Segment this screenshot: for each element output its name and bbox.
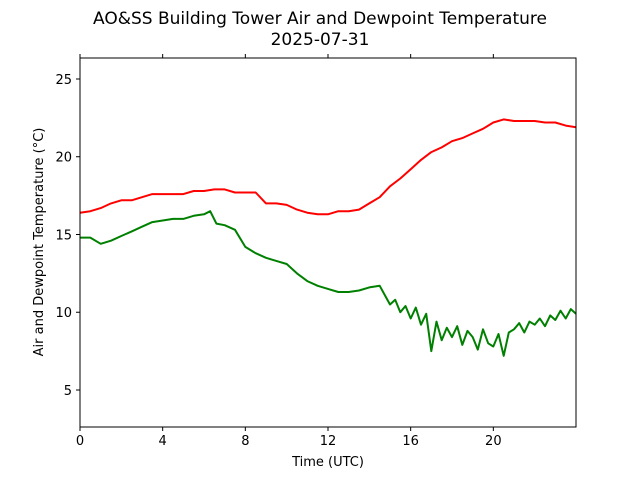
x-tick-label: 4	[159, 434, 167, 449]
y-tick-label: 5	[64, 384, 72, 399]
x-axis: 0 4 8 12 16 20	[76, 54, 502, 449]
x-tick-label: 8	[241, 434, 249, 449]
y-tick-label: 25	[55, 73, 72, 88]
x-tick-label: 20	[485, 434, 502, 449]
chart-title: AO&SS Building Tower Air and Dewpoint Te…	[93, 9, 547, 29]
y-axis-label: Air and Dewpoint Temperature (°C)	[32, 128, 47, 357]
x-tick-label: 16	[402, 434, 419, 449]
series-line-dewpoint-temperature	[80, 210, 577, 357]
x-tick-label: 12	[320, 434, 337, 449]
y-tick-label: 20	[55, 151, 72, 166]
axes-frame	[79, 57, 577, 428]
y-axis: 5 10 15 20 25	[55, 73, 80, 399]
y-tick-label: 10	[55, 306, 72, 321]
x-axis-label: Time (UTC)	[291, 455, 364, 470]
y-tick-label: 15	[55, 228, 72, 243]
chart-subtitle: 2025-07-31	[271, 30, 370, 50]
x-tick-label: 0	[76, 434, 84, 449]
plot-area	[79, 118, 577, 357]
series-line-air-temperature	[79, 118, 577, 216]
